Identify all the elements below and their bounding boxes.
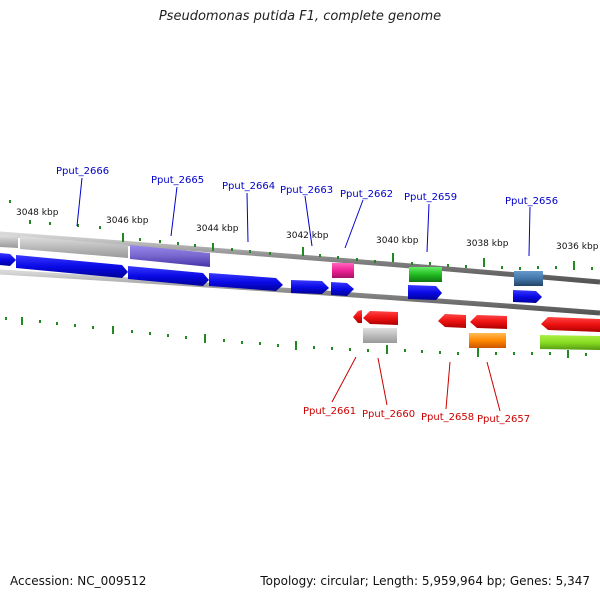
gene-label-pput-2660[interactable]: Pput_2660 bbox=[362, 409, 415, 420]
feature-lime[interactable] bbox=[540, 335, 600, 350]
feature-purple[interactable] bbox=[130, 245, 210, 267]
feature-steel[interactable] bbox=[514, 271, 543, 286]
gene-arrow-pput-2656[interactable] bbox=[513, 290, 542, 303]
lower-ticks bbox=[5, 317, 587, 358]
kbp-label-3038: 3038 kbp bbox=[466, 239, 509, 249]
reverse-strand-genes bbox=[353, 310, 600, 332]
topology-text: Topology: circular; Length: 5,959,964 bp… bbox=[260, 574, 590, 588]
gene-label-pput-2662[interactable]: Pput_2662 bbox=[340, 189, 393, 200]
kbp-label-3048: 3048 kbp bbox=[16, 208, 59, 218]
kbp-label-3036: 3036 kbp bbox=[556, 242, 599, 252]
gene-arrow-pput-2666[interactable] bbox=[16, 255, 128, 278]
lower-feature-ring bbox=[363, 328, 600, 350]
map-title: Pseudomonas putida F1, complete genome bbox=[158, 9, 442, 24]
gene-arrow-pput-2659[interactable] bbox=[408, 285, 442, 300]
gene-label-pput-2666[interactable]: Pput_2666 bbox=[56, 166, 109, 177]
feature-orange[interactable] bbox=[469, 333, 506, 348]
accession-text: Accession: NC_009512 bbox=[10, 574, 147, 588]
feature-gray-lower[interactable] bbox=[363, 328, 397, 343]
kbp-label-3040: 3040 kbp bbox=[376, 236, 419, 246]
feature-green[interactable] bbox=[409, 267, 442, 282]
gene-arrow-pput-2658[interactable] bbox=[438, 314, 466, 328]
gene-arrow-pput-2660[interactable] bbox=[363, 311, 398, 325]
gene-arrow-blue-0[interactable] bbox=[0, 253, 16, 266]
gene-label-pput-2665[interactable]: Pput_2665 bbox=[151, 175, 204, 186]
feature-gray-1[interactable] bbox=[0, 235, 18, 248]
upper-leader-lines bbox=[76, 177, 531, 257]
gene-label-pput-2664[interactable]: Pput_2664 bbox=[222, 181, 275, 192]
kbp-label-3046: 3046 kbp bbox=[106, 216, 149, 226]
gene-arrow-pput-2662[interactable] bbox=[331, 282, 354, 296]
lower-leader-lines bbox=[331, 356, 501, 412]
kbp-label-3044: 3044 kbp bbox=[196, 224, 239, 234]
forward-strand-genes bbox=[0, 253, 542, 303]
gene-label-pput-2658[interactable]: Pput_2658 bbox=[421, 412, 474, 423]
gene-arrow-pput-2664[interactable] bbox=[209, 273, 283, 291]
gene-arrow-pput-2661[interactable] bbox=[353, 310, 362, 323]
gene-arrow-pput-2665[interactable] bbox=[128, 266, 209, 286]
gene-label-pput-2661[interactable]: Pput_2661 bbox=[303, 406, 356, 417]
upper-feature-ring bbox=[0, 235, 543, 286]
gene-label-pput-2656[interactable]: Pput_2656 bbox=[505, 196, 558, 207]
kbp-label-3042: 3042 kbp bbox=[286, 231, 329, 241]
gene-label-pput-2657[interactable]: Pput_2657 bbox=[477, 414, 530, 425]
gene-arrow-pput-2663[interactable] bbox=[291, 280, 329, 294]
gene-arrow-red-end[interactable] bbox=[541, 317, 600, 332]
gene-label-pput-2659[interactable]: Pput_2659 bbox=[404, 192, 457, 203]
feature-magenta[interactable] bbox=[332, 263, 354, 278]
upper-ticks bbox=[9, 200, 593, 270]
gene-arrow-pput-2657[interactable] bbox=[470, 315, 507, 329]
gene-label-pput-2663[interactable]: Pput_2663 bbox=[280, 185, 333, 196]
feature-gray-2[interactable] bbox=[20, 236, 128, 258]
